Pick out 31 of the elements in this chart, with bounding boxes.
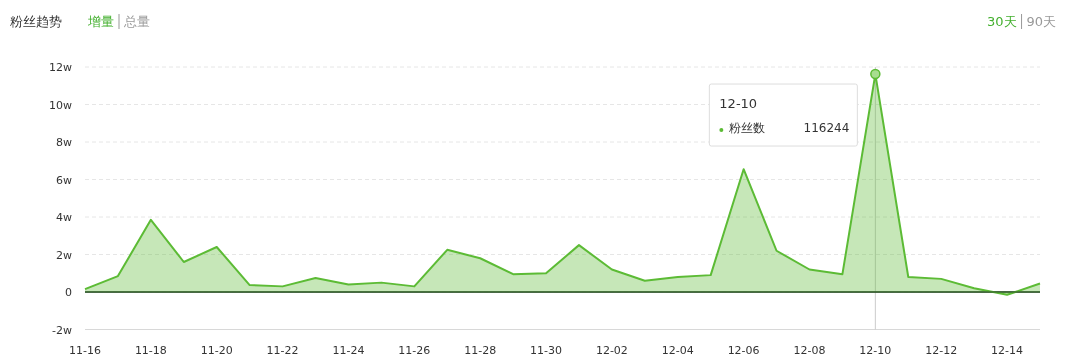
chart-title: 粉丝趋势 [10, 14, 62, 29]
x-tick-label: 11-18 [134, 344, 167, 356]
y-tick-label: 10w [49, 98, 72, 112]
y-tick-label: 12w [49, 61, 72, 74]
x-tick-label: 11-30 [530, 344, 563, 356]
text: 90天 [1026, 14, 1057, 29]
y-tick-label: 8w [56, 136, 72, 149]
annotation: 12-10 [719, 96, 758, 112]
x-tick-label: 12-04 [661, 344, 694, 356]
x-tick-label: 12-12 [925, 344, 958, 356]
y-tick-label: 4w [56, 211, 72, 224]
x-tick-label: 12-02 [595, 344, 628, 356]
annotation: 116244 [803, 121, 850, 136]
x-tick-label: 12-14 [991, 344, 1024, 356]
y-tick-label: 0 [65, 286, 72, 299]
x-tick-label: 11-16 [69, 344, 101, 356]
x-tick-label: 12-10 [859, 344, 892, 356]
text: 粉丝数 [729, 121, 766, 136]
x-tick-label: 11-20 [200, 344, 233, 356]
x-tick-label: 11-26 [398, 344, 431, 356]
x-tick-label: 11-28 [464, 344, 497, 356]
y-tick-label: 2w [56, 248, 72, 262]
text: 30天 [987, 14, 1017, 29]
text: 总量 [123, 14, 150, 29]
y-tick-label: -2w [52, 323, 72, 337]
x-tick-label: 11-22 [266, 344, 299, 356]
text: 增量 [87, 14, 114, 29]
y-tick-label: 6w [56, 173, 72, 187]
x-tick-label: 12-08 [793, 344, 826, 356]
x-tick-label: 12-06 [727, 344, 760, 356]
x-tick-label: 11-24 [332, 344, 365, 356]
